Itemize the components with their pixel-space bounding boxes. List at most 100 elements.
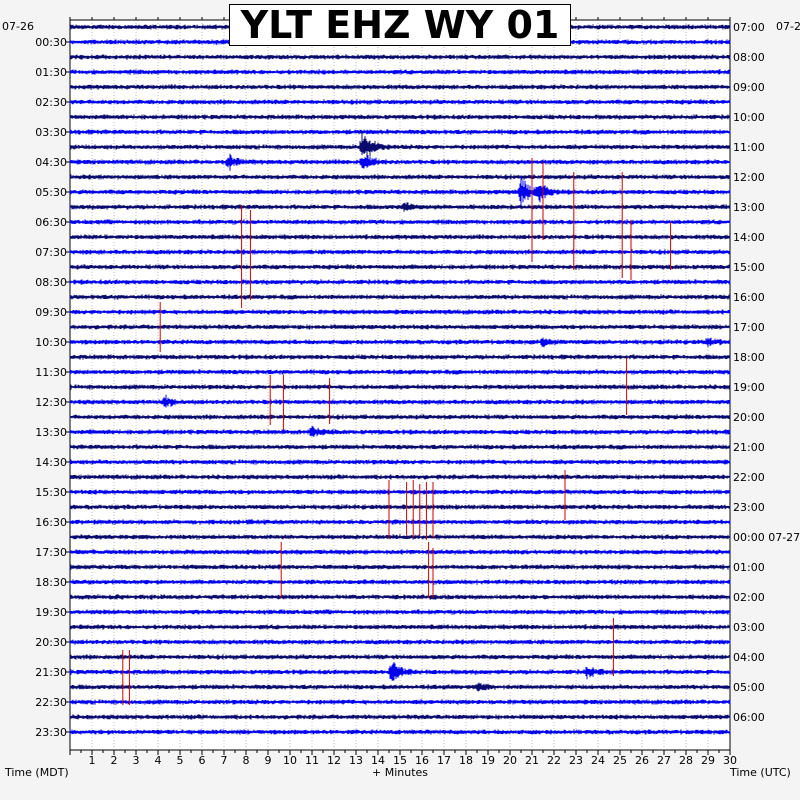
x-tick-label: 3	[133, 754, 140, 767]
right-time-label: 20:00	[733, 411, 765, 424]
left-time-label: 21:30	[35, 666, 67, 679]
left-axis-label: Time (MDT)	[4, 766, 69, 779]
right-time-label: 15:00	[733, 261, 765, 274]
left-time-label: 13:30	[35, 426, 67, 439]
trace-row	[69, 504, 731, 510]
right-time-label: 16:00	[733, 291, 765, 304]
x-tick-label: 17	[437, 754, 451, 767]
right-time-label: 19:00	[733, 381, 765, 394]
right-time-label: 06:00	[733, 711, 765, 724]
x-axis-label: + Minutes	[372, 766, 428, 779]
trace-row	[69, 294, 731, 300]
right-time-label: 22:00	[733, 471, 765, 484]
x-tick-label: 14	[371, 754, 385, 767]
trace-row	[69, 234, 731, 240]
trace-row	[69, 564, 731, 570]
left-time-label: 14:30	[35, 456, 67, 469]
trace-row	[69, 324, 731, 330]
trace-row	[69, 654, 731, 660]
x-tick-label: 8	[243, 754, 250, 767]
trace-row	[69, 174, 731, 180]
x-tick-label: 27	[657, 754, 671, 767]
x-tick-label: 5	[177, 754, 184, 767]
x-tick-label: 6	[199, 754, 206, 767]
left-time-label: 03:30	[35, 126, 67, 139]
x-tick-label: 21	[525, 754, 539, 767]
trace-row	[69, 624, 731, 630]
right-time-label: 03:00	[733, 621, 765, 634]
left-time-label: 20:30	[35, 636, 67, 649]
left-time-label: 23:30	[35, 726, 67, 739]
right-time-axis: 07:00 08:00 09:00 10:00 11:00 12:00 13:00 14:00…	[733, 21, 800, 724]
trace-row	[69, 54, 731, 60]
trace-row	[69, 534, 731, 540]
right-time-label: 10:00	[733, 111, 765, 124]
x-tick-label: 7	[221, 754, 228, 767]
x-tick-label: 2	[111, 754, 118, 767]
left-time-label: 06:30	[35, 216, 67, 229]
x-tick-label: 12	[327, 754, 341, 767]
trace-row	[69, 202, 731, 212]
x-tick-label: 20	[503, 754, 517, 767]
seismic-traces	[69, 24, 731, 735]
right-axis-label: Time (UTC)	[729, 766, 791, 779]
left-time-axis: 00:30 01:30 02:30 03:30 04:30 05:30 06:30 07:30…	[35, 36, 70, 739]
x-tick-label: 23	[569, 754, 583, 767]
right-time-label: 23:00	[733, 501, 765, 514]
x-tick-label: 18	[459, 754, 473, 767]
right-time-label: 11:00	[733, 141, 765, 154]
x-axis: 1 2 3 4 5 6 7 8 9 10 11 12 13 14 15 16 17 18 19 20 21 22 23 24 2…	[69, 17, 737, 767]
x-tick-label: 25	[613, 754, 627, 767]
x-tick-label: 1	[89, 754, 96, 767]
right-time-label: 00:00 07-27	[733, 531, 800, 544]
x-tick-label: 16	[415, 754, 429, 767]
left-time-label: 08:30	[35, 276, 67, 289]
left-time-label: 12:30	[35, 396, 67, 409]
left-time-label: 00:30	[35, 36, 67, 49]
x-tick-label: 26	[635, 754, 649, 767]
trace-row	[69, 114, 731, 120]
right-date-label: 07-2	[776, 20, 800, 33]
x-tick-label: 28	[679, 754, 693, 767]
right-time-label: 13:00	[733, 201, 765, 214]
right-time-label: 21:00	[733, 441, 765, 454]
right-time-label: 02:00	[733, 591, 765, 604]
left-time-label: 02:30	[35, 96, 67, 109]
left-time-label: 04:30	[35, 156, 67, 169]
left-time-label: 07:30	[35, 246, 67, 259]
right-time-label: 14:00	[733, 231, 765, 244]
trace-row	[69, 84, 731, 90]
left-time-label: 05:30	[35, 186, 67, 199]
trace-row	[69, 354, 731, 360]
left-time-label: 09:30	[35, 306, 67, 319]
trace-row	[69, 474, 731, 480]
left-time-label: 22:30	[35, 696, 67, 709]
trace-row	[69, 384, 731, 390]
x-tick-label: 10	[283, 754, 297, 767]
left-date-label: 07-26	[2, 20, 34, 33]
trace-row	[69, 264, 731, 270]
left-time-label: 11:30	[35, 366, 67, 379]
right-time-label: 07:00	[733, 21, 765, 34]
left-time-label: 17:30	[35, 546, 67, 559]
x-tick-label: 11	[305, 754, 319, 767]
trace-row	[69, 714, 731, 720]
left-time-label: 18:30	[35, 576, 67, 589]
trace-row	[69, 594, 731, 600]
x-tick-label: 13	[349, 754, 363, 767]
right-time-label: 18:00	[733, 351, 765, 364]
x-tick-label: 30	[723, 754, 737, 767]
right-time-label: 12:00	[733, 171, 765, 184]
right-time-label: 09:00	[733, 81, 765, 94]
x-tick-label: 29	[701, 754, 715, 767]
x-tick-label: 19	[481, 754, 495, 767]
right-time-label: 08:00	[733, 51, 765, 64]
left-time-label: 10:30	[35, 336, 67, 349]
left-time-label: 16:30	[35, 516, 67, 529]
right-time-label: 01:00	[733, 561, 765, 574]
x-tick-label: 24	[591, 754, 605, 767]
trace-row	[69, 130, 731, 158]
trace-row	[69, 682, 731, 692]
right-time-label: 05:00	[733, 681, 765, 694]
